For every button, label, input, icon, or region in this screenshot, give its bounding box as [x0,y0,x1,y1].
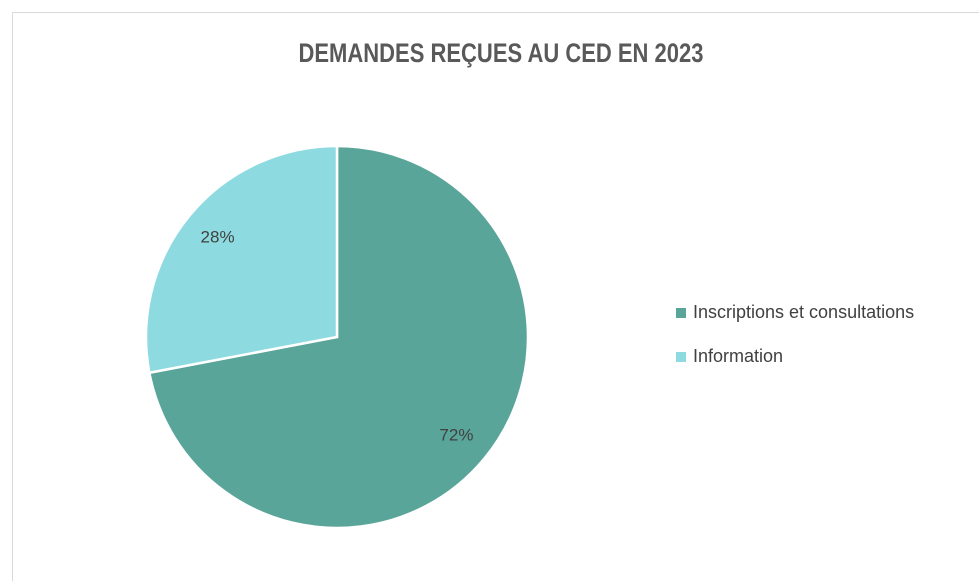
legend-swatch [676,308,686,318]
legend-swatch [676,352,686,362]
data-label: 72% [439,425,473,444]
pie-slice [147,144,530,530]
pie-slice [144,144,339,375]
legend-label: Inscriptions et consultations [693,302,914,322]
legend-label: Information [693,346,783,366]
chart-title: DEMANDES REÇUES AU CED EN 2023 [299,38,704,68]
data-label: 28% [201,228,235,247]
